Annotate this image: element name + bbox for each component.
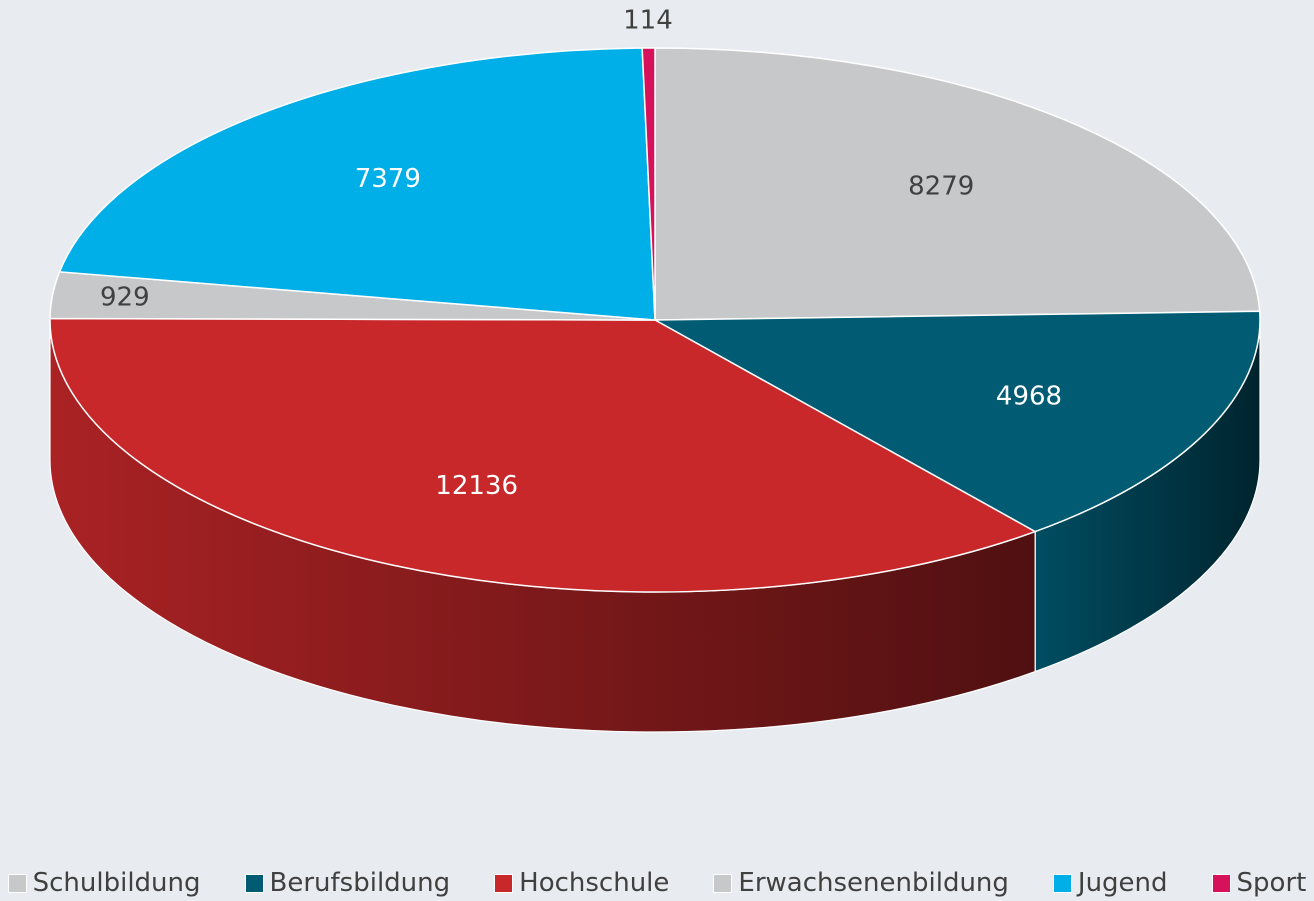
legend-label: Jugend: [1077, 868, 1168, 898]
legend-item: Berufsbildung: [244, 868, 451, 898]
chart: 8279 4968 12136 929 7379 114: [49, 5, 1261, 733]
legend-swatch: [244, 873, 264, 893]
legend-swatch: [1211, 873, 1231, 893]
legend-swatch: [494, 873, 514, 893]
slice: [652, 310, 1261, 533]
slice: [49, 317, 1037, 593]
legend-label: Erwachsenenbildung: [738, 868, 1009, 898]
legend-label: Schulbildung: [32, 868, 201, 898]
data-label: 7379: [355, 164, 421, 194]
slice: [654, 47, 1261, 321]
legend-swatch: [713, 873, 733, 893]
data-label: 114: [623, 5, 673, 35]
data-label: 8279: [908, 172, 974, 202]
data-label: 4968: [996, 382, 1062, 412]
legend: Schulbildung Berufsbildung Hochschule Erwac…: [0, 866, 1314, 900]
legend-item: Hochschule: [494, 868, 669, 898]
legend-swatch: [1052, 873, 1072, 893]
legend-label: Hochschule: [519, 868, 670, 898]
legend-swatch: [7, 873, 27, 893]
legend-item: Erwachsenenbildung: [713, 868, 1009, 898]
slice: [641, 47, 656, 321]
legend-label: Sport: [1236, 868, 1307, 898]
legend-item: Schulbildung: [7, 868, 201, 898]
legend-item: Jugend: [1052, 868, 1168, 898]
slice: [58, 47, 656, 321]
data-label: 929: [100, 283, 150, 313]
legend-label: Berufsbildung: [269, 868, 451, 898]
data-label: 12136: [435, 471, 518, 501]
legend-item: Sport: [1211, 868, 1307, 898]
